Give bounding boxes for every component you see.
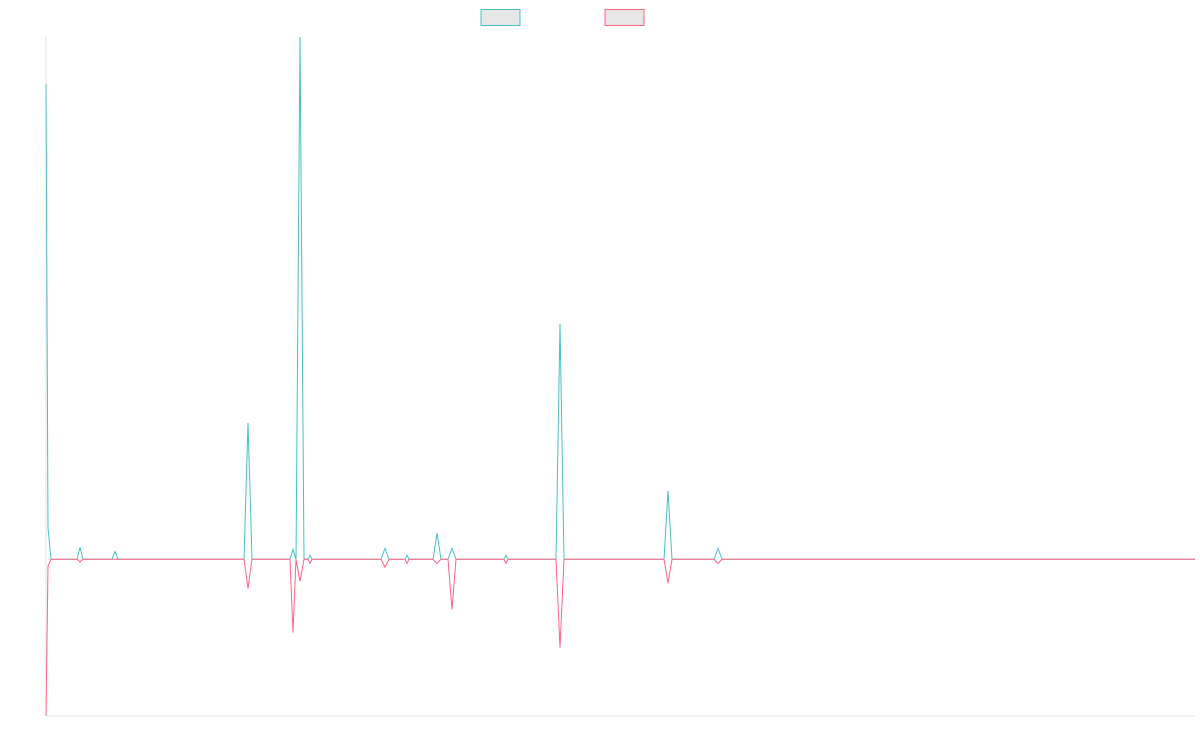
legend-swatch [604,9,645,26]
legend-swatch [480,9,521,26]
series-line [45,36,1195,560]
series-line [45,558,1195,717]
